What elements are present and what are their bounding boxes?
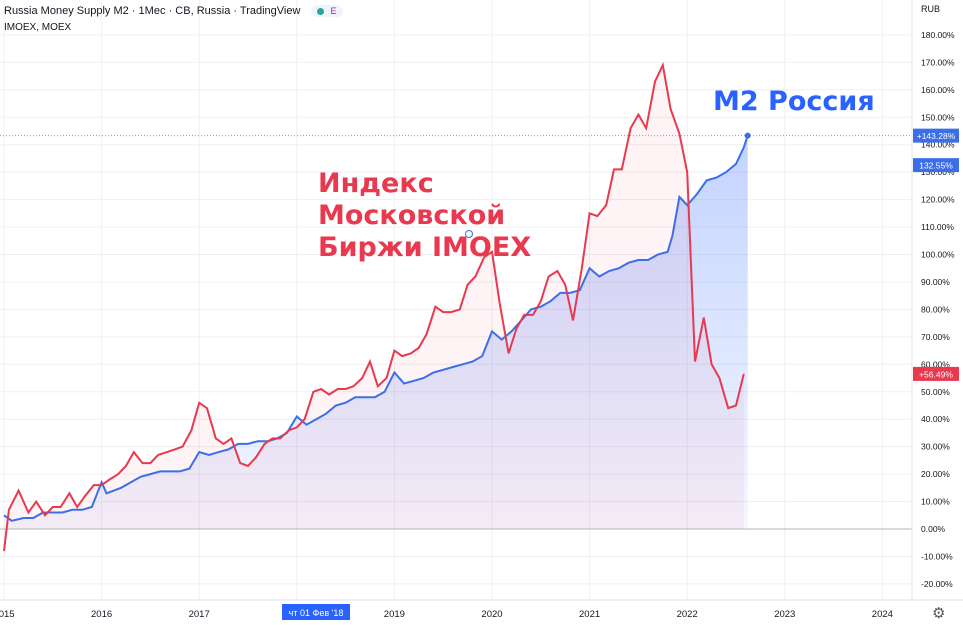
x-tick-label: 2017 xyxy=(189,609,210,620)
status-badge[interactable]: E xyxy=(311,5,343,18)
y-tick-label: 50.00% xyxy=(921,387,950,397)
x-axis: 2015201620172018201920202021202220232024 xyxy=(0,609,893,620)
x-tick-label: 2021 xyxy=(579,609,600,620)
y-tick-label: 20.00% xyxy=(921,469,950,479)
crosshair-date-text: чт 01 Фев '18 xyxy=(289,608,344,618)
y-tick-label: 150.00% xyxy=(921,112,955,122)
m2-last-point[interactable] xyxy=(744,132,751,139)
status-dot-icon xyxy=(317,8,325,16)
m2-last-value-label-bg xyxy=(913,128,959,143)
chart-title: Russia Money Supply M2 · 1Мес · CB, Russ… xyxy=(4,5,343,18)
y-tick-label: -20.00% xyxy=(921,579,953,589)
y-tick-label: 10.00% xyxy=(921,497,950,507)
x-tick-label: 2022 xyxy=(677,609,698,620)
currency-label[interactable]: RUB xyxy=(921,4,941,14)
m2-area xyxy=(4,135,748,529)
m2-last-value-label: +143.28% xyxy=(917,131,956,141)
y-tick-label: 170.00% xyxy=(921,57,955,67)
y-tick-label: 80.00% xyxy=(921,304,950,314)
badge-label: E xyxy=(330,6,337,17)
imoex-last-value-label: +56.49% xyxy=(919,369,953,379)
imoex-line[interactable] xyxy=(3,61,745,552)
y-tick-label: 60.00% xyxy=(921,359,950,369)
x-tick-label: 2023 xyxy=(774,609,795,620)
y-axis: -20.00% -10.00% 0.00% 10.00% 20.00% 30.00% 40.… xyxy=(921,30,955,589)
y-tick-label: 110.00% xyxy=(921,222,954,232)
y-tick-label: 120.00% xyxy=(921,195,955,205)
y-tick-label: 40.00% xyxy=(921,414,950,424)
last-value-labels: +143.28% 132.55% +56.49% xyxy=(913,128,959,381)
y-tick-label: 160.00% xyxy=(921,85,955,95)
annotation-imoex: Индекс Московской Биржи IMOEX xyxy=(318,168,532,263)
y-tick-label: 100.00% xyxy=(921,250,955,260)
y-tick-label: 30.00% xyxy=(921,442,950,452)
y-tick-label: -10.00% xyxy=(921,551,953,561)
x-tick-label: 2020 xyxy=(481,609,502,620)
y-tick-label: 90.00% xyxy=(921,277,950,287)
m2-line[interactable] xyxy=(3,135,749,522)
x-tick-label: 2015 xyxy=(0,609,15,620)
x-tick-label: 2019 xyxy=(384,609,405,620)
imoex-area xyxy=(4,65,744,551)
compare-symbol-label[interactable]: IMOEX, MOEX xyxy=(4,22,72,33)
y-tick-label: 0.00% xyxy=(921,524,946,534)
imoex-last-value-label-bg xyxy=(913,366,959,381)
cursor-marker xyxy=(465,230,473,238)
x-tick-label: 2024 xyxy=(872,609,893,620)
x-tick-label: 2016 xyxy=(91,609,112,620)
y-tick-label: 70.00% xyxy=(921,332,950,342)
y-tick-label: 180.00% xyxy=(921,30,955,40)
annotation-m2: M2 Россия xyxy=(713,86,875,117)
y-tick-label: 140.00% xyxy=(921,140,955,150)
m2-secondary-label-bg xyxy=(913,158,959,173)
crosshair-date-label: чт 01 Фев '18 xyxy=(282,604,350,620)
chart-title-text: Russia Money Supply M2 · 1Мес · CB, Russ… xyxy=(4,5,301,17)
m2-secondary-label: 132.55% xyxy=(919,161,953,171)
gear-icon[interactable]: ⚙ xyxy=(932,605,946,622)
